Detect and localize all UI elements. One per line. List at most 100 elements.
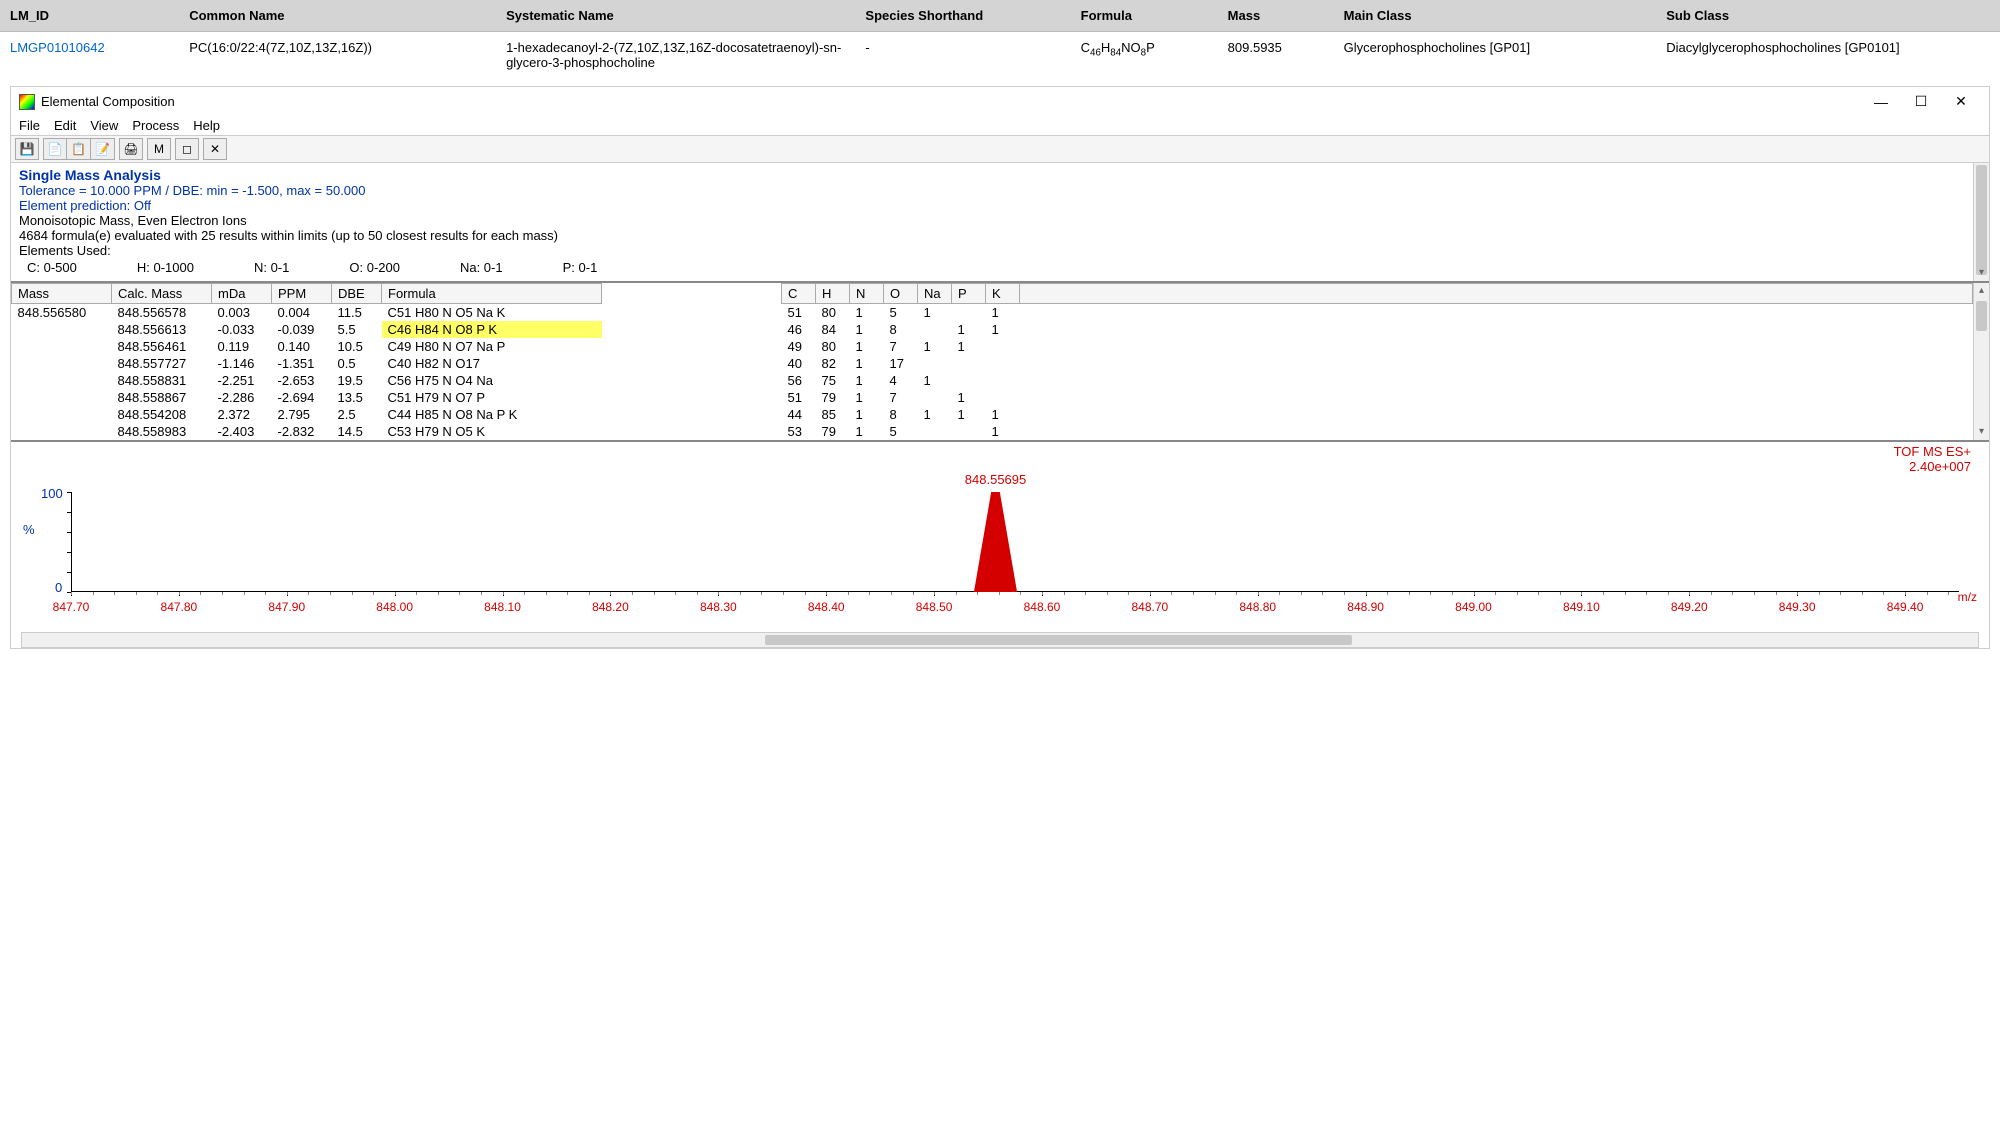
- x-tick-label: 848.60: [1024, 600, 1061, 614]
- results-row[interactable]: 848.558867-2.286-2.69413.5C51 H79 N O7 P…: [12, 389, 1973, 406]
- app-icon: [19, 94, 35, 110]
- db-header[interactable]: Mass: [1218, 0, 1334, 32]
- y-axis-label: %: [23, 522, 35, 537]
- menu-edit[interactable]: Edit: [54, 118, 76, 133]
- spectrum-peak: [974, 492, 1017, 592]
- results-header[interactable]: H: [816, 284, 850, 304]
- table-row: LMGP01010642 PC(16:0/22:4(7Z,10Z,13Z,16Z…: [0, 32, 2000, 79]
- results-table: MassCalc. MassmDaPPMDBEFormula CHNONaPK 8…: [11, 283, 1973, 440]
- sub-class-cell: Diacylglycerophosphocholines [GP0101]: [1656, 32, 2000, 79]
- menu-view[interactable]: View: [90, 118, 118, 133]
- elements-used-row: C: 0-500 H: 0-1000 N: 0-1 O: 0-200 Na: 0-1 P:…: [19, 258, 1981, 277]
- results-header[interactable]: O: [884, 284, 918, 304]
- element-range: O: 0-200: [349, 260, 400, 275]
- results-header[interactable]: Na: [918, 284, 952, 304]
- print-icon[interactable]: 🖨: [119, 138, 143, 160]
- chart-axis: m/z 847.70847.80847.90848.00848.10848.20…: [71, 492, 1959, 592]
- mono-mass-line: Monoisotopic Mass, Even Electron Ions: [19, 213, 1981, 228]
- y-axis-max-label: 100: [41, 486, 63, 501]
- spectrum-mode-label: TOF MS ES+ 2.40e+007: [1894, 444, 1971, 474]
- db-header[interactable]: Common Name: [179, 0, 496, 32]
- results-row[interactable]: 848.558983-2.403-2.83214.5C53 H79 N O5 K…: [12, 423, 1973, 440]
- x-tick-label: 848.90: [1347, 600, 1384, 614]
- elemental-composition-window: Elemental Composition — ☐ ✕ File Edit View…: [10, 86, 1990, 649]
- analysis-title: Single Mass Analysis: [19, 167, 1981, 183]
- results-header[interactable]: K: [986, 284, 1020, 304]
- results-header[interactable]: DBE: [332, 284, 382, 304]
- mass-spectrum-chart: TOF MS ES+ 2.40e+007 100 % 0 m/z 847.708…: [21, 442, 1979, 632]
- titlebar: Elemental Composition — ☐ ✕: [11, 87, 1989, 116]
- x-tick-label: 848.40: [808, 600, 845, 614]
- db-header[interactable]: Formula: [1071, 0, 1218, 32]
- results-header[interactable]: Mass: [12, 284, 112, 304]
- results-row[interactable]: 848.558831-2.251-2.65319.5C56 H75 N O4 N…: [12, 372, 1973, 389]
- results-header[interactable]: N: [850, 284, 884, 304]
- peak-label: 848.55695: [965, 472, 1026, 487]
- element-range: H: 0-1000: [137, 260, 194, 275]
- menu-help[interactable]: Help: [193, 118, 220, 133]
- db-header[interactable]: Main Class: [1334, 0, 1657, 32]
- db-header[interactable]: Sub Class: [1656, 0, 2000, 32]
- element-range: N: 0-1: [254, 260, 289, 275]
- results-header[interactable]: C: [782, 284, 816, 304]
- window-icon[interactable]: ◻: [175, 138, 199, 160]
- results-header[interactable]: PPM: [272, 284, 332, 304]
- results-row[interactable]: 848.5564610.1190.14010.5C49 H80 N O7 Na …: [12, 338, 1973, 355]
- paste-icon[interactable]: 📋: [67, 138, 91, 160]
- db-header[interactable]: LM_ID: [0, 0, 179, 32]
- x-tick-label: 848.20: [592, 600, 629, 614]
- x-tick-label: 847.80: [161, 600, 198, 614]
- species-cell: -: [855, 32, 1070, 79]
- delete-icon[interactable]: ✕: [203, 138, 227, 160]
- mass-cell: 809.5935: [1218, 32, 1334, 79]
- toolbar: 💾📄📋📝🖨M◻✕: [11, 135, 1989, 163]
- element-range: P: 0-1: [563, 260, 598, 275]
- scroll-down-icon[interactable]: ▾: [1974, 265, 1989, 281]
- copy-icon[interactable]: 📄: [43, 138, 67, 160]
- x-tick-label: 848.50: [916, 600, 953, 614]
- systematic-name-cell: 1-hexadecanoyl-2-(7Z,10Z,13Z,16Z-docosat…: [496, 32, 855, 79]
- x-tick-label: 848.30: [700, 600, 737, 614]
- db-header[interactable]: Species Shorthand: [855, 0, 1070, 32]
- results-row[interactable]: 848.5542082.3722.7952.5C44 H85 N O8 Na P…: [12, 406, 1973, 423]
- x-tick-label: 849.20: [1671, 600, 1708, 614]
- scroll-up-icon[interactable]: ▴: [1974, 283, 1989, 299]
- scroll-down-icon[interactable]: ▾: [1974, 424, 1989, 440]
- results-header[interactable]: P: [952, 284, 986, 304]
- results-header[interactable]: Calc. Mass: [112, 284, 212, 304]
- x-tick-label: 849.00: [1455, 600, 1492, 614]
- db-header[interactable]: Systematic Name: [496, 0, 855, 32]
- maximize-button[interactable]: ☐: [1901, 91, 1941, 112]
- x-tick-label: 849.10: [1563, 600, 1600, 614]
- save-icon[interactable]: 💾: [15, 138, 39, 160]
- elements-used-label: Elements Used:: [19, 243, 1981, 258]
- results-header[interactable]: Formula: [382, 284, 602, 304]
- x-tick-label: 849.40: [1887, 600, 1924, 614]
- minimize-button[interactable]: —: [1861, 92, 1901, 112]
- results-header[interactable]: mDa: [212, 284, 272, 304]
- formula-cell: C46H84NO8P: [1071, 32, 1218, 79]
- element-range: C: 0-500: [27, 260, 77, 275]
- results-panel: MassCalc. MassmDaPPMDBEFormula CHNONaPK 8…: [11, 281, 1989, 442]
- edit-icon[interactable]: 📝: [91, 138, 115, 160]
- lm-id-link[interactable]: LMGP01010642: [10, 40, 105, 55]
- results-row[interactable]: 848.556613-0.033-0.0395.5C46 H84 N O8 P …: [12, 321, 1973, 338]
- results-row[interactable]: 848.557727-1.146-1.3510.5C40 H82 N O1740…: [12, 355, 1973, 372]
- menubar: File Edit View Process Help: [11, 116, 1989, 135]
- horizontal-scrollbar[interactable]: [21, 632, 1979, 648]
- element-range: Na: 0-1: [460, 260, 503, 275]
- x-tick-label: 848.00: [376, 600, 413, 614]
- common-name-cell: PC(16:0/22:4(7Z,10Z,13Z,16Z)): [179, 32, 496, 79]
- menu-process[interactable]: Process: [132, 118, 179, 133]
- formula-eval-line: 4684 formula(e) evaluated with 25 result…: [19, 228, 1981, 243]
- results-row[interactable]: 848.556580848.5565780.0030.00411.5C51 H8…: [12, 304, 1973, 322]
- analysis-panel: Single Mass Analysis Tolerance = 10.000 …: [11, 163, 1989, 281]
- m-icon[interactable]: M: [147, 138, 171, 160]
- menu-file[interactable]: File: [19, 118, 40, 133]
- close-button[interactable]: ✕: [1941, 91, 1981, 112]
- tolerance-line: Tolerance = 10.000 PPM / DBE: min = -1.5…: [19, 183, 1981, 198]
- window-title: Elemental Composition: [41, 94, 175, 109]
- analysis-scrollbar[interactable]: ▴ ▾: [1973, 163, 1989, 281]
- x-tick-label: 849.30: [1779, 600, 1816, 614]
- results-scrollbar[interactable]: ▴ ▾: [1973, 283, 1989, 440]
